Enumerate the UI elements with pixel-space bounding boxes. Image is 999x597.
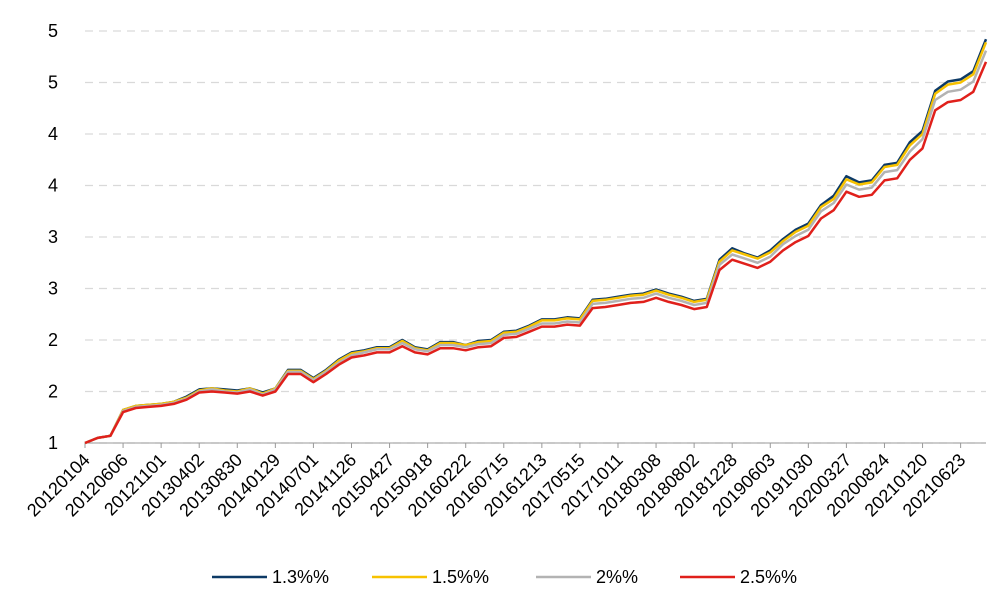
legend-label: 1.5%% bbox=[432, 567, 489, 587]
y-tick-label: 4 bbox=[48, 124, 58, 144]
series-line bbox=[84, 50, 988, 445]
legend-label: 2%% bbox=[596, 567, 638, 587]
y-tick-label: 3 bbox=[48, 279, 58, 299]
y-tick-label: 2 bbox=[48, 382, 58, 402]
series-line bbox=[84, 38, 988, 445]
legend-label: 2.5%% bbox=[740, 567, 797, 587]
y-tick-label: 3 bbox=[48, 227, 58, 247]
y-tick-label: 2 bbox=[48, 330, 58, 350]
series-line bbox=[84, 61, 988, 445]
legend-label: 1.3%% bbox=[272, 567, 329, 587]
y-tick-label: 5 bbox=[48, 73, 58, 93]
y-tick-label: 4 bbox=[48, 176, 58, 196]
y-tick-label: 5 bbox=[48, 21, 58, 41]
y-tick-label: 1 bbox=[48, 433, 58, 453]
series-line bbox=[84, 41, 988, 445]
